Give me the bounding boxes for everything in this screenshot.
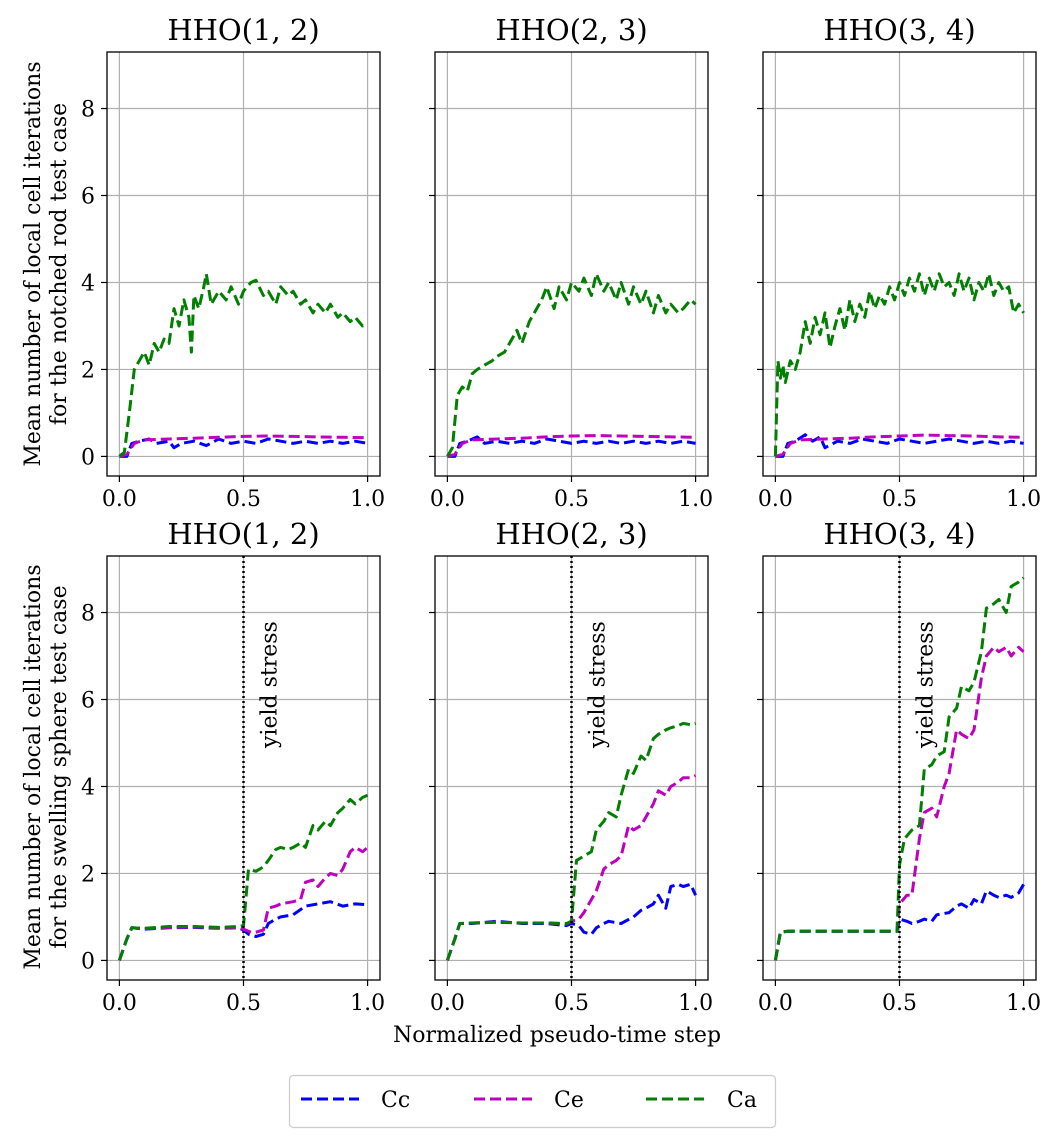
panel-title: HHO(2, 3) [495,517,647,551]
x-tick-label: 1.0 [678,487,713,512]
legend-label-cc: Cc [381,1088,410,1113]
x-tick-label: 1.0 [1006,991,1041,1016]
panel-title: HHO(3, 4) [823,13,975,47]
y-tick-label: 6 [81,185,95,210]
x-tick-label: 0.5 [226,991,261,1016]
yield-stress-label: yield stress [258,621,283,749]
yield-stress-label: yield stress [914,621,939,749]
x-tick-label: 0.5 [554,991,589,1016]
legend-label-ce: Ce [554,1088,584,1113]
panel-top-1: 0.0 0.5 1.0 0 2 4 6 8 HHO(1, 2) [81,13,385,512]
x-tick-label: 0.0 [102,991,137,1016]
y-axis-label-bottom-line1: Mean number of local cell iterations [21,564,46,969]
x-tick-label: 0.5 [882,487,917,512]
y-tick-label: 2 [81,358,95,383]
x-tick-label: 0.0 [430,487,465,512]
panel-title: HHO(3, 4) [823,517,975,551]
panel-bottom-2: yield stress 0.0 0.5 1.0 HHO(2, 3) [429,517,713,1016]
yield-stress-label: yield stress [586,621,611,749]
y-tick-label: 2 [81,862,95,887]
panel-bottom-3: yield stress 0.0 0.5 1.0 HHO(3, 4) [757,517,1041,1016]
x-tick-label: 0.5 [554,487,589,512]
panel-title: HHO(1, 2) [167,517,319,551]
y-tick-label: 4 [81,271,95,296]
series-line-cc [775,433,1024,458]
x-tick-label: 0.0 [758,991,793,1016]
x-tick-label: 1.0 [678,991,713,1016]
series-line-ca [118,272,369,458]
series-line-ca [445,721,696,961]
y-tick-label: 6 [81,689,95,714]
y-axis-label-top-line1: Mean number of local cell iterations [21,61,46,466]
y-axis-label-top-line2: for the notched rod test case [47,103,72,425]
series-line-cc [447,435,696,458]
series-line-ca [773,272,1025,457]
panel-bottom-1: yield stress 0.0 0.5 1.0 0 2 4 6 8 HHO(1, 2) [81,517,385,1016]
legend-label-ca: Ca [727,1088,757,1113]
panel-title: HHO(2, 3) [495,13,647,47]
y-axis-label-bottom-line2: for the swelling sphere test case [47,585,72,948]
panel-title: HHO(1, 2) [167,13,319,47]
y-tick-label: 8 [81,98,95,123]
x-tick-label: 0.5 [882,991,917,1016]
series-line-ca [773,576,1025,961]
series-line-ca [117,793,369,961]
series-line-ca [446,272,697,458]
x-tick-label: 1.0 [350,991,385,1016]
x-tick-label: 1.0 [1006,487,1041,512]
y-tick-label: 0 [81,949,95,974]
x-tick-label: 1.0 [350,487,385,512]
panel-top-2: 0.0 0.5 1.0 HHO(2, 3) [429,13,713,512]
series-line-ce [774,433,1024,458]
y-tick-label: 8 [81,602,95,627]
panel-top-3: 0.0 0.5 1.0 HHO(3, 4) [757,13,1041,512]
x-tick-label: 0.0 [758,487,793,512]
x-axis-label: Normalized pseudo-time step [393,1023,721,1048]
y-tick-label: 0 [81,445,95,470]
series-line-cc [117,900,368,961]
legend-frame [288,1074,777,1129]
x-tick-label: 0.0 [430,991,465,1016]
series-line-ce [446,434,696,458]
y-tick-label: 4 [81,775,95,800]
x-tick-label: 0.5 [226,487,261,512]
legend: Cc Ce Ca [288,1074,777,1129]
x-tick-label: 0.0 [102,487,137,512]
series-line-ce [118,434,368,458]
